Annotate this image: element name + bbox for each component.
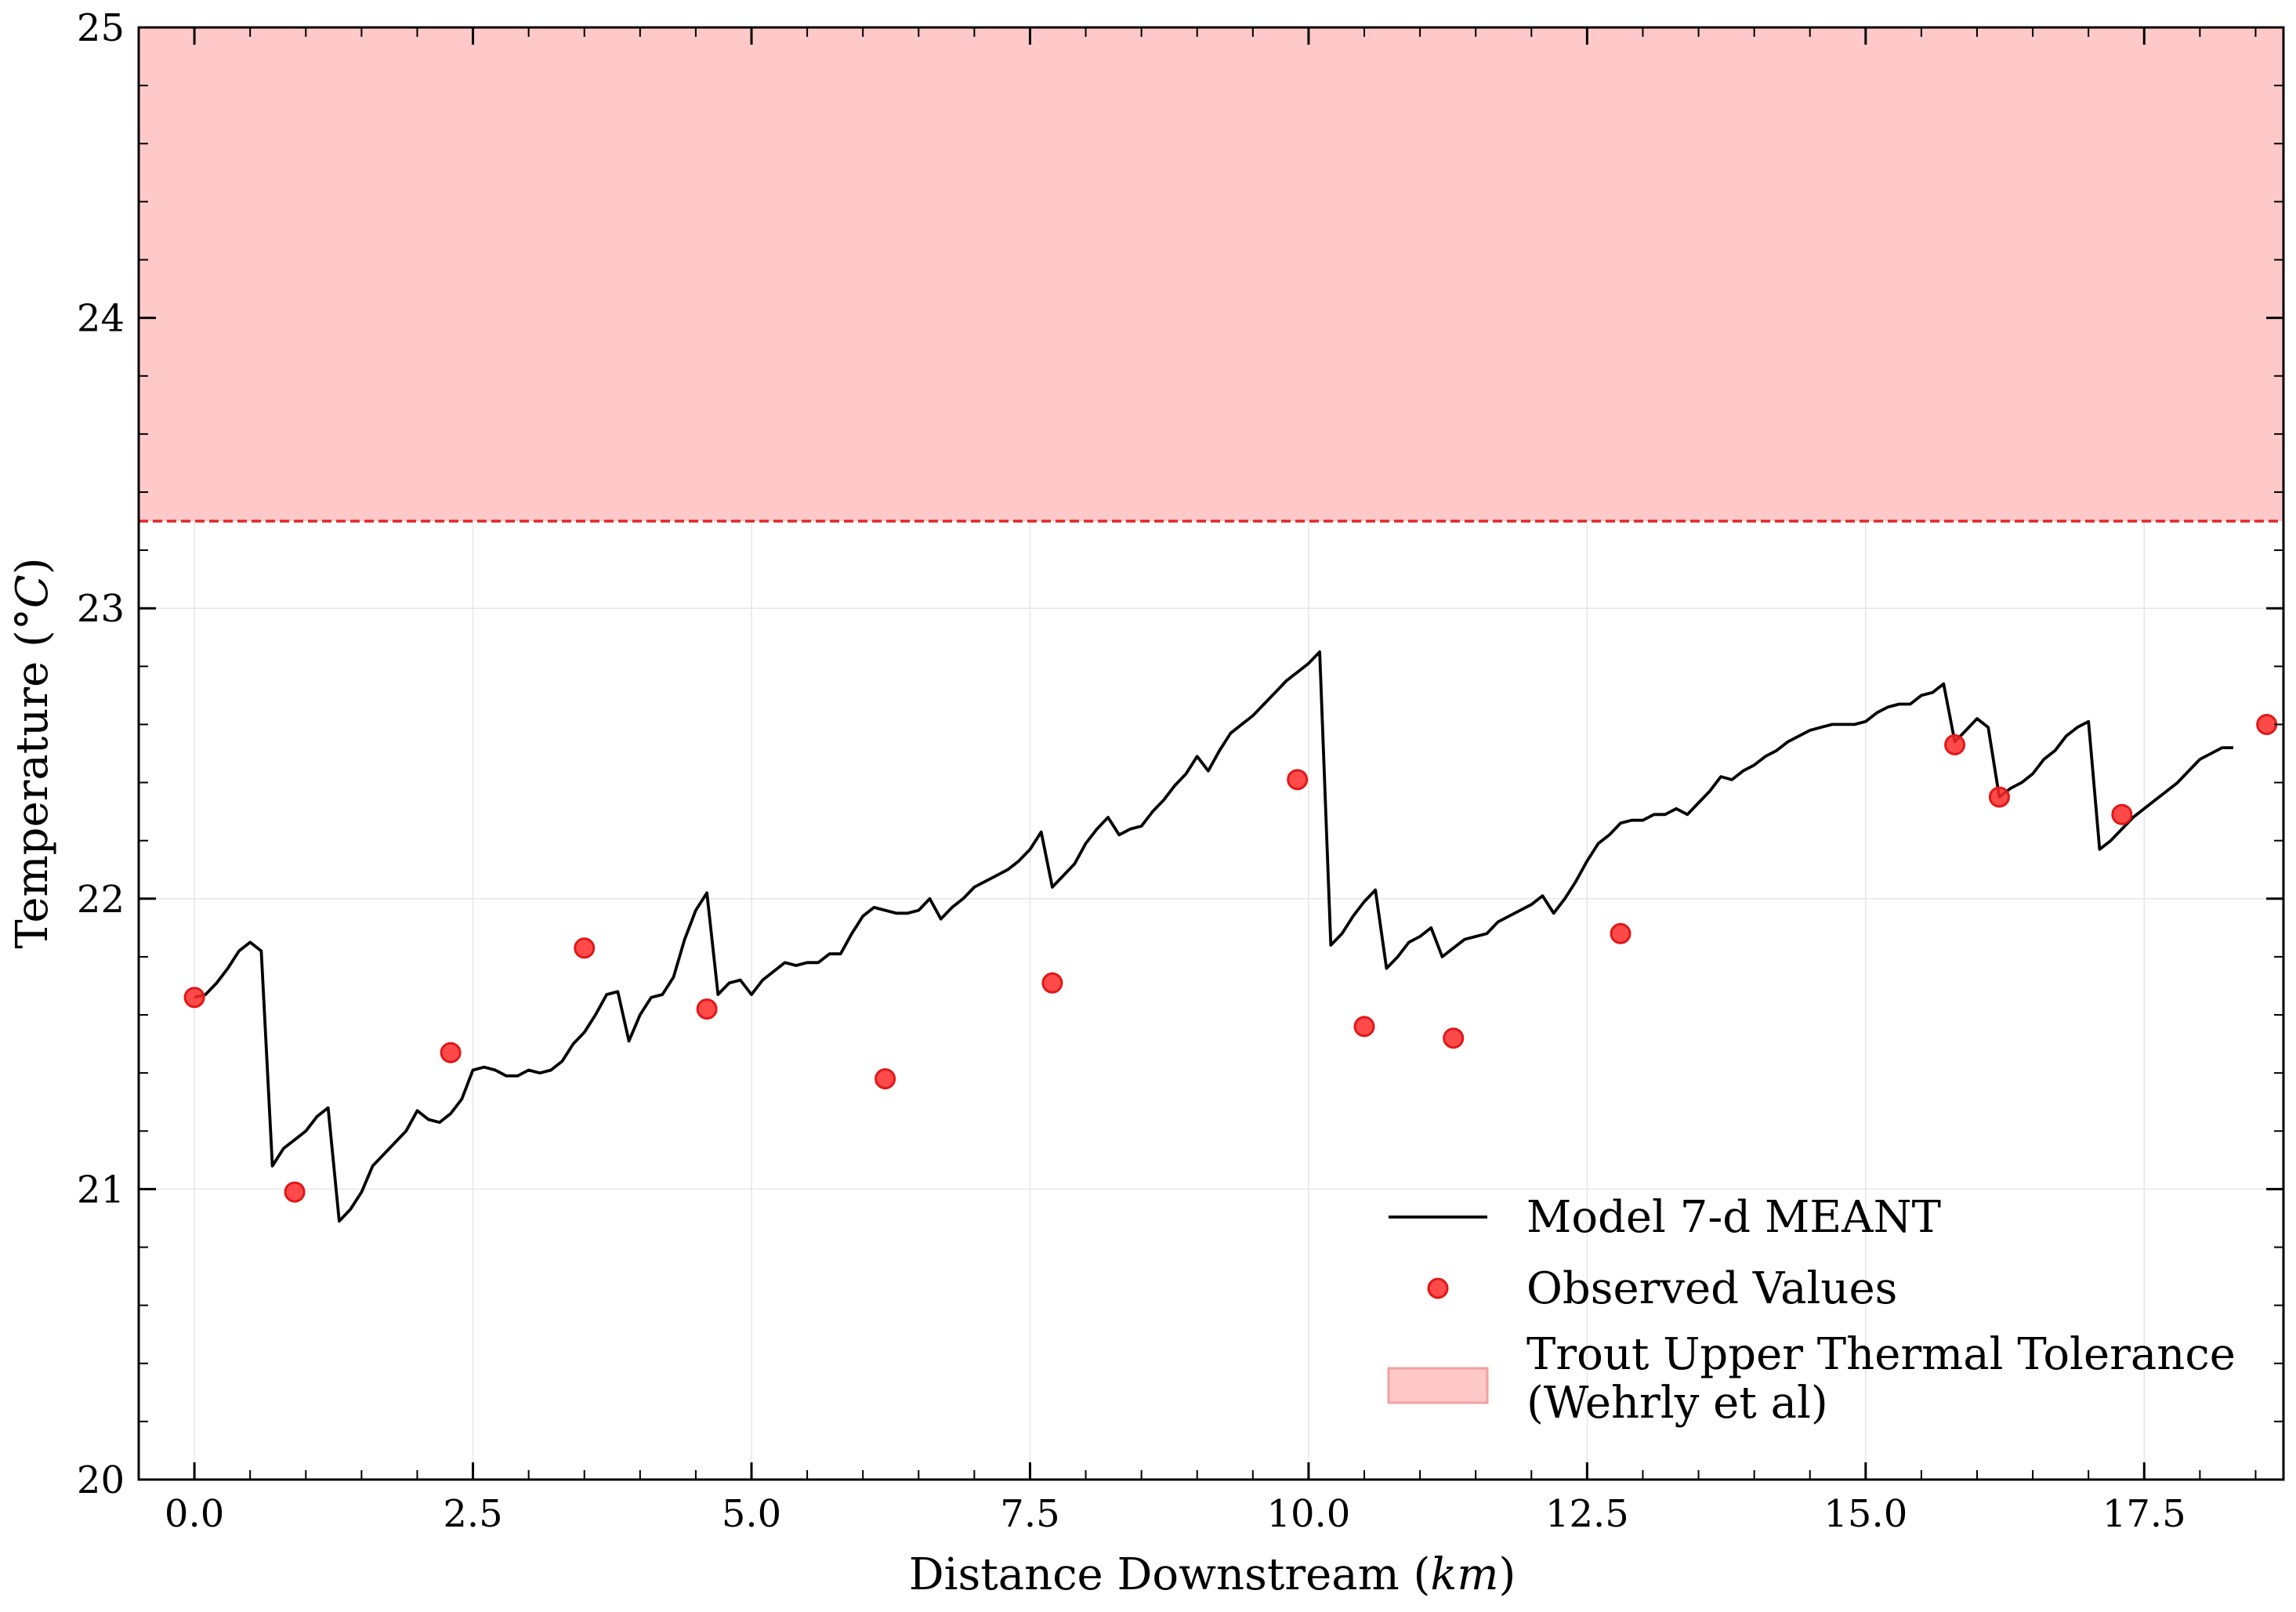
axis-ticks xyxy=(138,26,2283,1481)
observed-point xyxy=(1041,972,1063,994)
legend: Model 7-d MEANT Observed Values Trout Up… xyxy=(1387,1192,2250,1429)
thermal-tolerance-band xyxy=(139,27,2283,522)
x-tick-label: 5.0 xyxy=(722,1492,781,1536)
x-tick-label: 0.0 xyxy=(165,1492,224,1536)
y-axis-title-main: Temperature xyxy=(7,661,58,949)
observed-point xyxy=(1944,734,1966,755)
plot-frame xyxy=(137,26,2285,1481)
observed-point xyxy=(183,987,205,1009)
x-axis-title: Distance Downstream (km) xyxy=(909,1549,1516,1600)
y-tick-label: 24 xyxy=(77,297,125,341)
observed-point xyxy=(696,998,718,1020)
observed-point xyxy=(2256,713,2278,735)
observed-point xyxy=(1988,786,2010,808)
x-tick-label: 12.5 xyxy=(1545,1492,1629,1536)
observed-values-points xyxy=(183,713,2278,1203)
observed-point xyxy=(1443,1027,1465,1049)
x-tick-label: 2.5 xyxy=(443,1492,502,1536)
observed-point xyxy=(284,1181,306,1203)
legend-label-observed: Observed Values xyxy=(1526,1263,1897,1314)
x-tick-label: 17.5 xyxy=(2102,1492,2186,1536)
y-tick-label: 22 xyxy=(77,878,125,922)
y-tick-label: 21 xyxy=(77,1168,125,1212)
x-tick-label: 10.0 xyxy=(1266,1492,1350,1536)
observed-point xyxy=(2111,803,2133,825)
y-axis-title: Temperature (°C) xyxy=(7,557,58,948)
x-tick-labels: 0.0 2.5 5.0 7.5 10.0 12.5 15.0 17.5 xyxy=(165,1492,2186,1536)
observed-point xyxy=(1353,1016,1375,1038)
legend-label-model: Model 7-d MEANT xyxy=(1526,1192,1941,1243)
observed-point xyxy=(875,1068,896,1090)
legend-label-threshold-line2: (Wehrly et al) xyxy=(1526,1378,1828,1429)
observed-point xyxy=(1610,922,1631,944)
y-axis-title-unit: °C xyxy=(7,574,58,630)
observed-point xyxy=(440,1041,462,1063)
x-axis-title-unit: km xyxy=(1430,1549,1498,1600)
y-tick-labels: 20 21 22 23 24 25 xyxy=(77,6,125,1502)
x-axis-title-main: Distance Downstream xyxy=(909,1549,1400,1600)
y-tick-label: 23 xyxy=(77,587,125,631)
observed-point xyxy=(1287,769,1309,791)
observed-point xyxy=(574,937,596,959)
legend-band-swatch xyxy=(1387,1367,1489,1404)
x-tick-label: 7.5 xyxy=(1000,1492,1059,1536)
y-tick-label: 25 xyxy=(77,6,125,50)
legend-label-threshold: Trout Upper Thermal Tolerance (Wehrly et… xyxy=(1526,1329,2250,1429)
y-tick-label: 20 xyxy=(77,1458,125,1502)
legend-label-threshold-line1: Trout Upper Thermal Tolerance xyxy=(1526,1329,2236,1380)
x-tick-label: 15.0 xyxy=(1823,1492,1907,1536)
legend-point-swatch xyxy=(1427,1277,1449,1299)
model-7d-meant-line xyxy=(194,650,2233,1223)
